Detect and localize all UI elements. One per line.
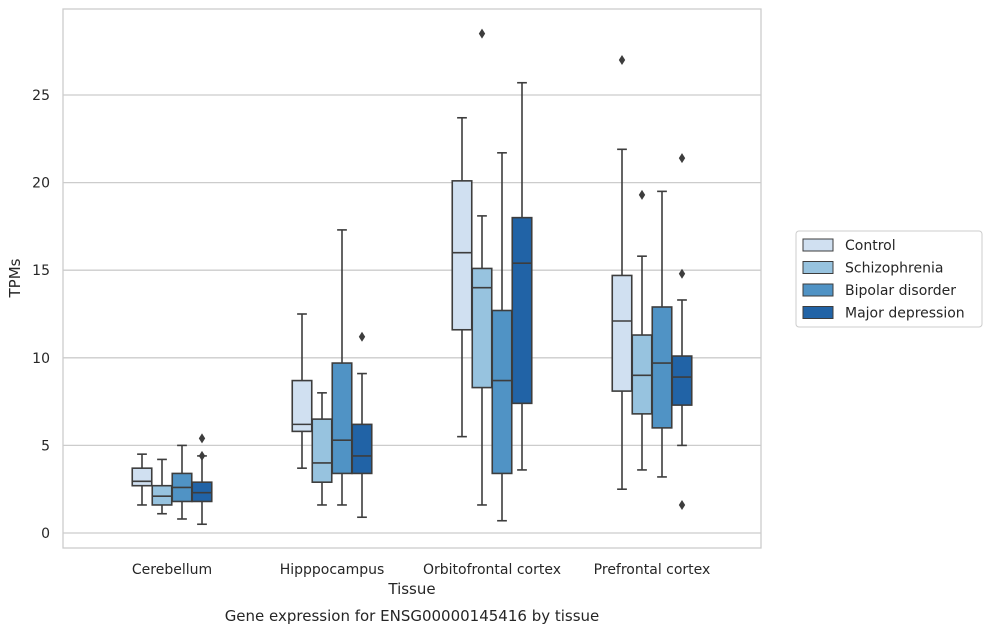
box-schizophrenia bbox=[471, 28, 493, 506]
legend-label: Schizophrenia bbox=[845, 261, 943, 277]
x-tick-label: Cerebellum bbox=[132, 562, 212, 578]
box-control bbox=[131, 453, 153, 506]
box-iqr bbox=[511, 216, 533, 405]
box-iqr bbox=[471, 267, 493, 389]
box-iqr bbox=[651, 306, 673, 429]
legend-label: Control bbox=[845, 238, 896, 254]
outlier-point bbox=[358, 331, 366, 342]
plot-area bbox=[62, 8, 762, 549]
legend-label: Bipolar disorder bbox=[845, 283, 956, 299]
box-major-depression bbox=[351, 331, 373, 519]
x-tick-label: Prefrontal cortex bbox=[594, 562, 711, 578]
box-iqr bbox=[131, 467, 153, 487]
y-tick-label: 20 bbox=[32, 176, 50, 192]
outlier-point bbox=[198, 450, 206, 461]
y-tick-label: 10 bbox=[32, 351, 50, 367]
x-tick-label: Hipppocampus bbox=[280, 562, 385, 578]
box-control bbox=[451, 116, 473, 438]
box-iqr bbox=[611, 274, 633, 392]
box-iqr bbox=[671, 355, 693, 406]
box-bipolar-disorder bbox=[331, 229, 353, 506]
box-iqr bbox=[451, 180, 473, 331]
outlier-point bbox=[618, 54, 626, 65]
y-tick-labels: 0 5 10 15 20 25 bbox=[32, 88, 50, 542]
y-tick-label: 15 bbox=[32, 263, 50, 279]
box-schizophrenia bbox=[311, 392, 333, 506]
legend-swatch bbox=[802, 238, 834, 252]
box-iqr bbox=[491, 309, 513, 475]
box-iqr bbox=[291, 379, 313, 433]
box-major-depression bbox=[511, 81, 533, 471]
box-iqr bbox=[331, 362, 353, 475]
box-iqr bbox=[151, 484, 173, 506]
box-major-depression bbox=[671, 153, 693, 510]
y-axis-label: TPMs bbox=[6, 258, 24, 298]
outlier-point bbox=[678, 268, 686, 279]
outlier-point bbox=[638, 189, 646, 200]
legend-label: Major depression bbox=[845, 306, 965, 322]
box-iqr bbox=[311, 418, 333, 483]
outlier-point bbox=[198, 433, 206, 444]
box-control bbox=[611, 54, 633, 491]
box-schizophrenia bbox=[631, 189, 653, 471]
box-major-depression bbox=[191, 433, 213, 526]
x-tick-label: Orbitofrontal cortex bbox=[423, 562, 561, 578]
outlier-point bbox=[678, 153, 686, 164]
legend-frame bbox=[795, 230, 983, 328]
y-tick-label: 5 bbox=[41, 438, 50, 454]
outlier-point bbox=[478, 28, 486, 39]
legend-swatch bbox=[802, 306, 834, 319]
y-tick-label: 25 bbox=[32, 88, 50, 104]
figure-caption: Gene expression for ENSG00000145416 by t… bbox=[225, 607, 600, 625]
y-tick-label: 0 bbox=[41, 526, 50, 542]
x-tick-labels: Cerebellum Hipppocampus Orbitofrontal cort… bbox=[132, 562, 710, 578]
box-bipolar-disorder bbox=[171, 444, 193, 520]
legend: Control Schizophrenia Bipolar disorder Majo… bbox=[795, 230, 983, 328]
box-iqr bbox=[191, 481, 213, 503]
x-axis-label: Tissue bbox=[387, 580, 435, 598]
legend-swatch bbox=[802, 283, 834, 297]
box-control bbox=[291, 313, 313, 469]
legend-swatch bbox=[802, 261, 834, 274]
outlier-point bbox=[678, 499, 686, 510]
box-iqr bbox=[351, 423, 373, 475]
box-groups bbox=[131, 28, 693, 526]
box-iqr bbox=[631, 334, 653, 415]
